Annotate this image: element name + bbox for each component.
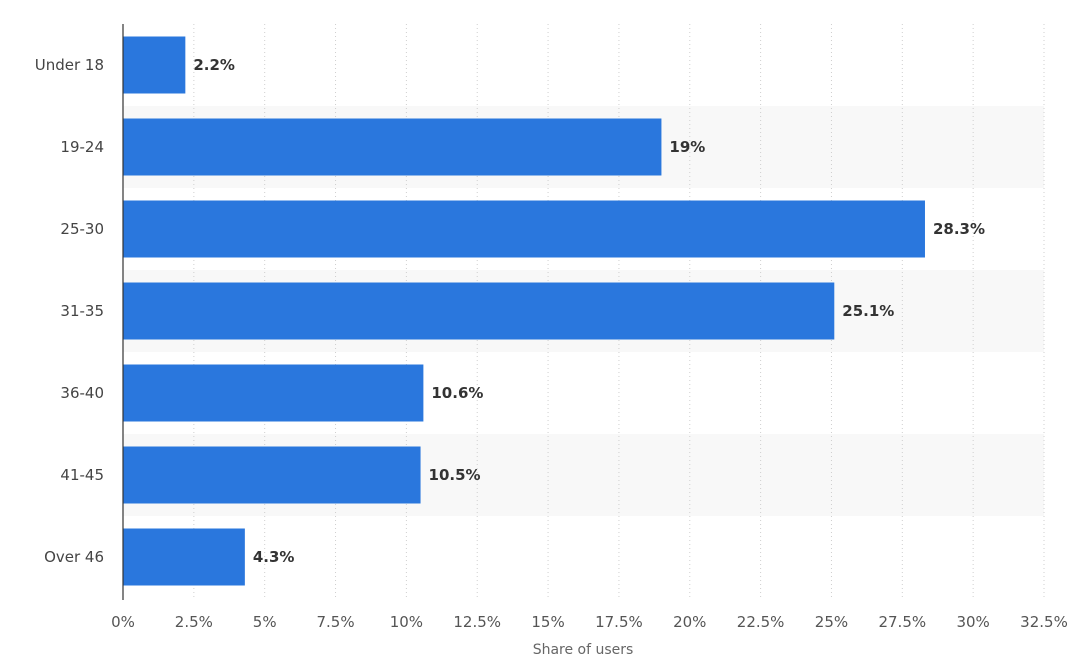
data-label: 10.5%	[429, 466, 481, 484]
category-label: Under 18	[35, 56, 104, 74]
x-tick-label: 7.5%	[316, 613, 354, 631]
x-axis-title: Share of users	[533, 642, 634, 658]
x-tick-label: 25%	[815, 613, 848, 631]
x-tick-label: 12.5%	[453, 613, 501, 631]
bar[interactable]	[123, 446, 421, 504]
bar[interactable]	[123, 36, 186, 94]
x-tick-label: 15%	[531, 613, 564, 631]
category-labels: Under 18 19-24 25-30 31-35 36-40 41-45 Over 46	[35, 56, 104, 566]
bar[interactable]	[123, 364, 424, 422]
bars	[123, 36, 925, 586]
x-tick-label: 17.5%	[595, 613, 643, 631]
x-tick-label: 2.5%	[175, 613, 213, 631]
bar[interactable]	[123, 118, 662, 176]
data-label: 10.6%	[431, 384, 483, 402]
data-label: 28.3%	[933, 220, 985, 238]
category-label: 31-35	[60, 302, 104, 320]
data-label: 2.2%	[193, 56, 235, 74]
category-label: Over 46	[44, 548, 104, 566]
x-tick-label: 5%	[253, 613, 277, 631]
category-label: 19-24	[60, 138, 104, 156]
category-label: 41-45	[60, 466, 104, 484]
x-tick-label: 27.5%	[878, 613, 926, 631]
category-label: 25-30	[60, 220, 104, 238]
category-label: 36-40	[60, 384, 104, 402]
bar[interactable]	[123, 528, 245, 586]
x-tick-labels: 0% 2.5% 5% 7.5% 10% 12.5% 15% 17.5% 20% 22.5% 25% 2…	[111, 613, 1068, 631]
bar[interactable]	[123, 282, 835, 340]
x-tick-label: 32.5%	[1020, 613, 1068, 631]
data-label: 4.3%	[253, 548, 295, 566]
data-label: 25.1%	[842, 302, 894, 320]
x-tick-label: 20%	[673, 613, 706, 631]
x-tick-label: 30%	[956, 613, 989, 631]
data-labels: 2.2% 19% 28.3% 25.1% 10.6% 10.5% 4.3%	[193, 56, 985, 566]
data-label: 19%	[669, 138, 705, 156]
x-tick-label: 22.5%	[737, 613, 785, 631]
x-tick-label: 0%	[111, 613, 135, 631]
bar[interactable]	[123, 200, 925, 258]
x-tick-label: 10%	[390, 613, 423, 631]
